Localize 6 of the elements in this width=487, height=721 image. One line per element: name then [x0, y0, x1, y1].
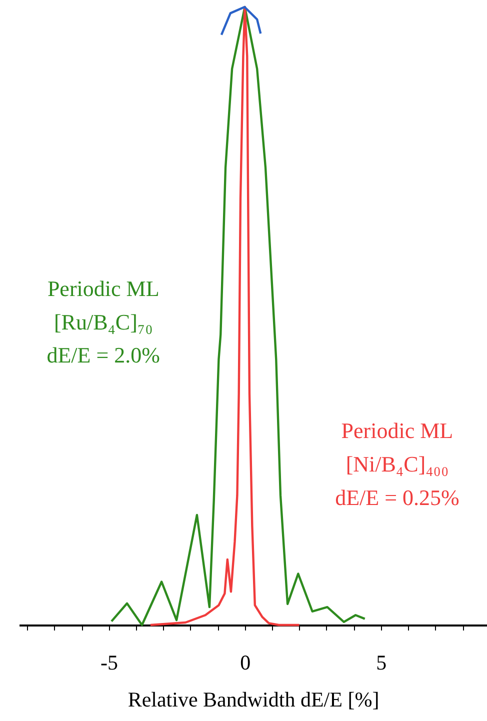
x-axis-title: Relative Bandwidth dE/E [%] — [128, 688, 380, 712]
x-tick-label: 0 — [240, 650, 251, 674]
x-tick-label: 5 — [376, 650, 387, 674]
text: Periodic ML [Ni/B₄C]₄₀₀ dE/E = 0.25% — [335, 418, 460, 510]
x-tick-label: -5 — [100, 650, 118, 674]
text: Periodic ML [Ru/B₄C]₇₀ dE/E = 2.0% — [46, 276, 160, 368]
